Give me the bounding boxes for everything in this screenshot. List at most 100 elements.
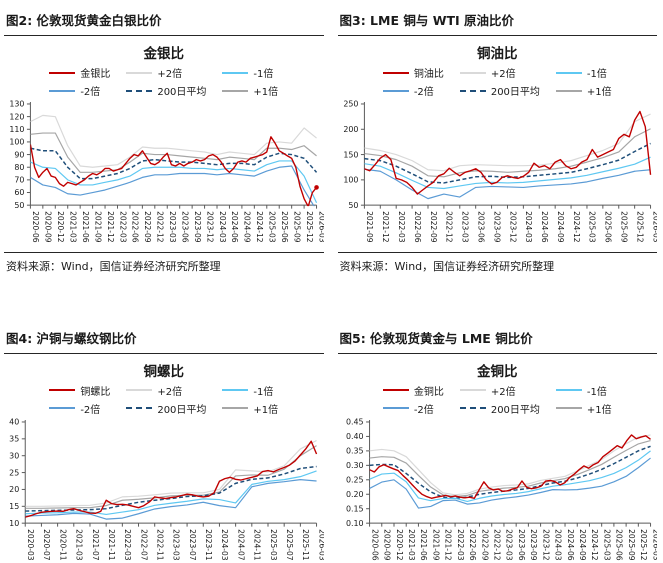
series-line <box>369 434 651 496</box>
series-line <box>25 470 317 515</box>
y-tick-label: 0.20 <box>345 490 363 499</box>
legend-label: -1倍 <box>253 386 274 398</box>
legend-item: -1倍 <box>222 65 278 80</box>
x-tick-label: 2020-07 <box>42 529 51 561</box>
series-line <box>25 439 317 507</box>
series-line <box>363 110 651 195</box>
figure-header: 图3: LME 铜与 WTI 原油比价 <box>337 8 657 36</box>
series-line <box>30 165 315 207</box>
x-tick-label: 2025-07 <box>285 529 294 561</box>
y-tick-label: 0.10 <box>345 519 363 528</box>
legend-line-swatch <box>555 71 582 74</box>
legend-item: +1倍 <box>555 83 612 98</box>
legend-item: -1倍 <box>555 383 612 398</box>
x-tick-label: 2024-06 <box>565 529 574 561</box>
x-tick-label: 2024-03 <box>553 529 562 561</box>
legend-label: 200日平均 <box>157 87 207 98</box>
legend-label: +1倍 <box>586 87 612 98</box>
x-tick-label: 2025-06 <box>280 211 289 243</box>
x-tick-label: 2021-07 <box>91 529 100 561</box>
x-tick-label: 2024-07 <box>236 529 245 561</box>
x-tick-label: 2023-12 <box>205 211 214 243</box>
legend-label: 200日平均 <box>157 404 207 416</box>
x-tick-label: 2023-06 <box>180 211 189 243</box>
y-tick-label: 0.35 <box>345 446 363 455</box>
x-tick-label: 2021-12 <box>106 211 115 243</box>
legend-item: 金银比 <box>49 65 110 80</box>
legend-line-swatch <box>49 89 76 92</box>
series-line <box>30 160 318 203</box>
legend-item: +2倍 <box>459 65 540 80</box>
figure-body: 铜油比 铜油比 +2倍 -1倍 -2倍 200日平均 +1倍 50 100 150 200 250… <box>338 36 657 251</box>
x-tick-label: 2020-09 <box>44 211 53 243</box>
legend-item: 200日平均 <box>126 401 206 416</box>
y-tick-label: 0.45 <box>345 418 363 427</box>
figure-body: 金铜比 金铜比 +2倍 -1倍 -2倍 200日平均 +1倍 0.10 0.15 0.20 0.… <box>338 354 658 563</box>
legend-label: +2倍 <box>157 386 183 398</box>
legend-line-swatch <box>49 71 76 74</box>
legend-label: +1倍 <box>253 87 279 98</box>
x-tick-label: 2024-06 <box>230 211 239 243</box>
legend-label: -2倍 <box>80 87 101 98</box>
series-line <box>363 156 651 190</box>
legend-item: -2倍 <box>382 401 444 416</box>
legend-item: +2倍 <box>126 65 206 80</box>
series-line <box>369 457 651 509</box>
x-tick-label: 2023-03 <box>172 529 181 561</box>
x-tick-label: 2022-12 <box>444 211 453 243</box>
chart-canvas: 50 60 70 80 90 100 110 120 130 2020-06 2020-09 2020… <box>4 100 323 251</box>
chart-canvas: 50 100 150 200 250 2021-09 2021-12 2022-03 2022-… <box>338 100 657 251</box>
x-tick-label: 2021-03 <box>75 529 84 561</box>
chart-svg: 50 60 70 80 90 100 110 120 130 2020-06 2020-09 2020… <box>9 100 323 243</box>
legend-label: 铜油比 <box>413 69 444 80</box>
legend-line-swatch <box>382 89 409 92</box>
legend-label: -1倍 <box>253 69 274 80</box>
chart-legend: 金铜比 +2倍 -1倍 -2倍 200日平均 +1倍 <box>338 383 658 416</box>
legend-line-swatch <box>49 407 76 410</box>
y-tick-label: 60 <box>14 188 24 197</box>
x-tick-label: 2023-03 <box>504 529 513 561</box>
x-tick-label: 2023-12 <box>541 529 550 561</box>
series-line <box>369 450 651 502</box>
series-line <box>369 439 651 497</box>
legend-label: +1倍 <box>253 404 279 416</box>
legend-item: 200日平均 <box>459 401 540 416</box>
chart-legend: 铜螺比 +2倍 -1倍 -2倍 200日平均 +1倍 <box>4 383 324 416</box>
figure-panel-fig3: 图3: LME 铜与 WTI 原油比价 铜油比 铜油比 +2倍 -1倍 -2倍 200日… <box>337 8 657 276</box>
x-tick-label: 2024-11 <box>253 529 262 561</box>
series-line <box>363 168 651 200</box>
x-tick-label: 2022-03 <box>118 211 127 243</box>
x-tick-label: 2020-12 <box>394 529 403 561</box>
x-tick-label: 2025-03 <box>268 211 277 243</box>
y-tick-label: 130 <box>9 100 24 109</box>
x-tick-label: 2022-12 <box>156 211 165 243</box>
x-tick-label: 2023-03 <box>168 211 177 243</box>
legend-line-swatch <box>222 407 249 410</box>
chart-canvas: 10 15 20 25 30 35 40 2020-03 2020-07 2020-11 2021-… <box>4 418 323 563</box>
legend-item: +2倍 <box>126 383 206 398</box>
x-tick-label: 2024-09 <box>578 529 587 561</box>
x-tick-label: 2023-06 <box>476 211 485 243</box>
x-tick-label: 2022-09 <box>480 529 489 561</box>
y-tick-label: 0.30 <box>345 461 363 470</box>
chart-canvas: 0.10 0.15 0.20 0.25 0.30 0.35 0.40 0.45 2020-06 2… <box>338 418 657 563</box>
x-tick-label: 2026-03 <box>651 211 657 243</box>
legend-label: +2倍 <box>490 69 516 80</box>
x-tick-label: 2023-07 <box>188 529 197 561</box>
y-tick-label: 30 <box>9 451 19 460</box>
chart-title: 铜油比 <box>477 46 518 62</box>
chart-title: 金铜比 <box>477 363 518 380</box>
x-tick-label: 2022-09 <box>143 211 152 243</box>
y-tick-label: 50 <box>14 201 24 210</box>
x-tick-label: 2022-03 <box>396 211 405 243</box>
x-tick-label: 2024-03 <box>524 211 533 243</box>
y-tick-label: 0.15 <box>345 504 363 513</box>
legend-item: +1倍 <box>222 83 278 98</box>
legend-line-swatch <box>459 407 486 410</box>
figure-body: 金银比 金银比 +2倍 -1倍 -2倍 200日平均 +1倍 50 60 70 80 90 100 1… <box>4 36 323 251</box>
x-tick-label: 2025-12 <box>639 529 648 561</box>
y-tick-label: 35 <box>9 434 19 443</box>
x-tick-label: 2020-03 <box>26 529 35 561</box>
x-tick-label: 2022-06 <box>131 211 140 243</box>
